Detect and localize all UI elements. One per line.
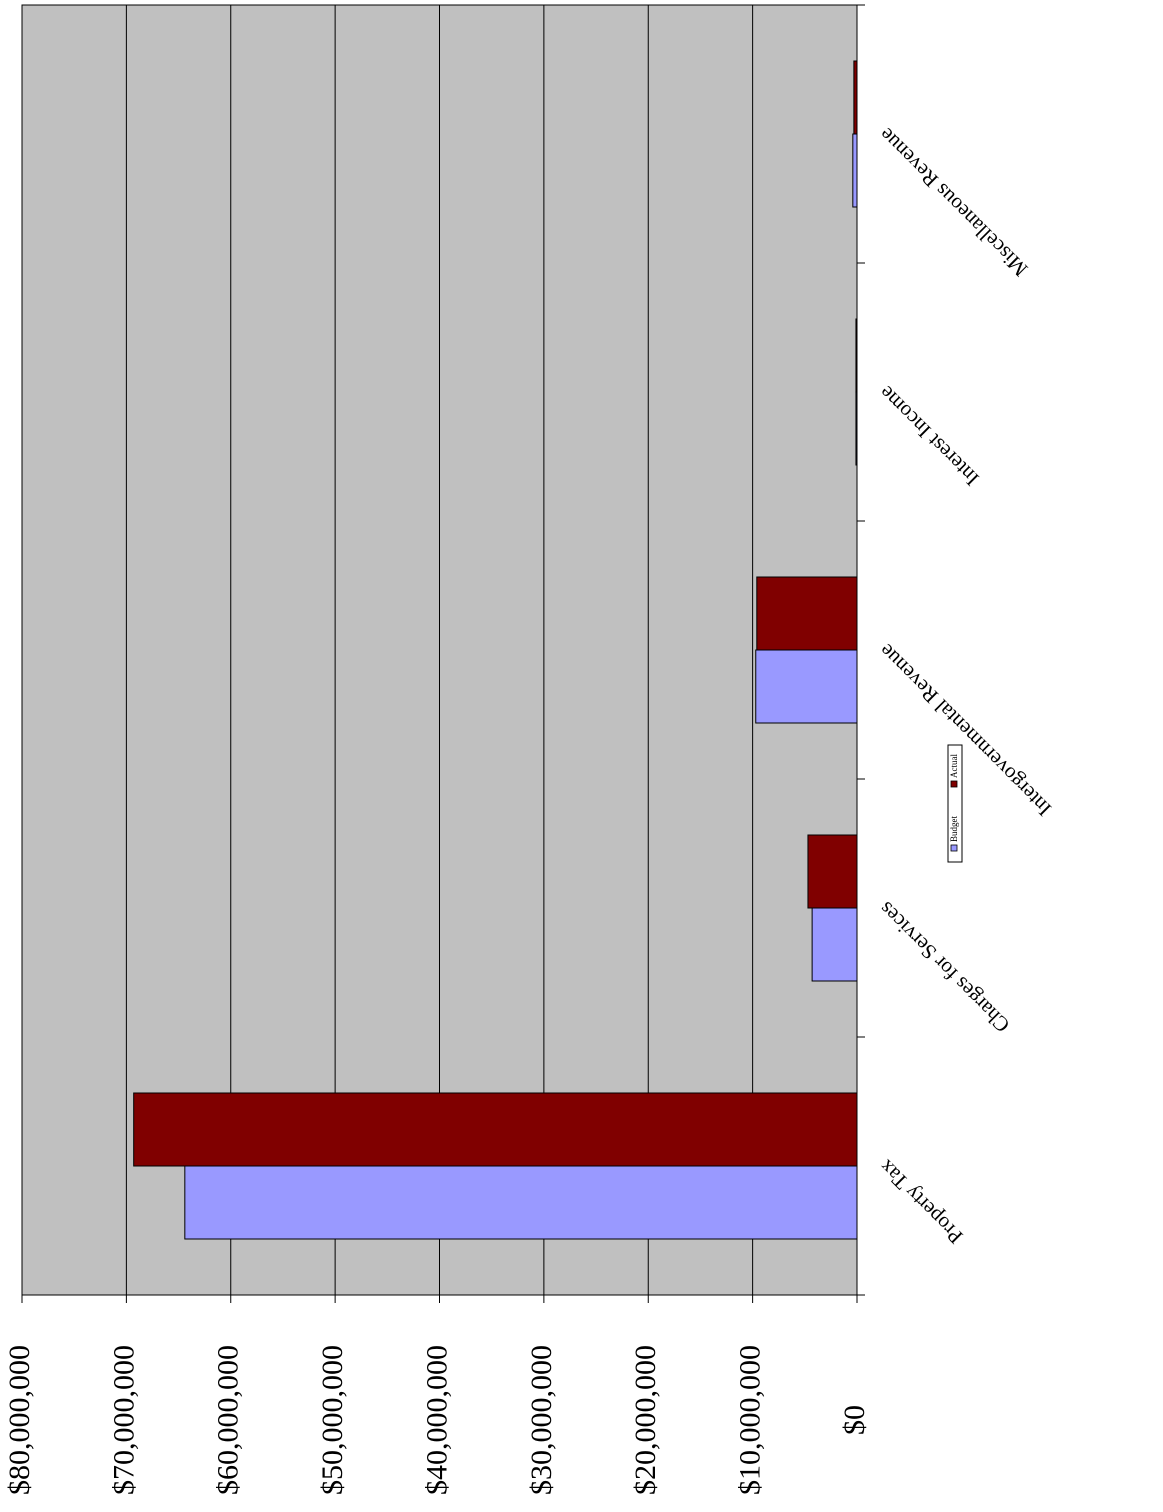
bar xyxy=(855,391,858,466)
x-tick-label: Property Tax xyxy=(874,1155,968,1249)
x-tick-label: Miscellaneous Revenue xyxy=(874,123,1032,281)
y-tick-label: $20,000,000 xyxy=(629,1345,662,1495)
x-tick-label: Charges for Services xyxy=(874,897,1014,1037)
bar xyxy=(755,649,858,724)
legend-box xyxy=(947,744,963,863)
bar xyxy=(853,60,858,135)
y-tick-label: $10,000,000 xyxy=(734,1345,767,1495)
bar xyxy=(811,907,858,982)
bar xyxy=(807,834,858,909)
legend-swatch xyxy=(950,844,958,852)
legend-label: Budget xyxy=(949,816,959,842)
y-tick-label: $30,000,000 xyxy=(525,1345,558,1495)
y-tick-label: $80,000,000 xyxy=(3,1345,36,1495)
bar xyxy=(852,133,858,208)
legend: Budget Actual xyxy=(947,744,963,863)
legend-label: Actual xyxy=(949,754,959,778)
bar xyxy=(133,1092,858,1167)
bar xyxy=(184,1165,858,1240)
y-tick-label: $0 xyxy=(838,1405,871,1435)
bar xyxy=(756,576,858,651)
x-tick-label: Intergovernmental Revenue xyxy=(874,639,1056,821)
y-tick-label: $40,000,000 xyxy=(420,1345,453,1495)
bar xyxy=(855,318,858,393)
y-tick-label: $50,000,000 xyxy=(316,1345,349,1495)
x-tick-label: Interest Income xyxy=(874,381,984,491)
legend-swatch xyxy=(950,780,958,788)
y-tick-label: $70,000,000 xyxy=(107,1345,140,1495)
y-tick-label: $60,000,000 xyxy=(212,1345,245,1495)
